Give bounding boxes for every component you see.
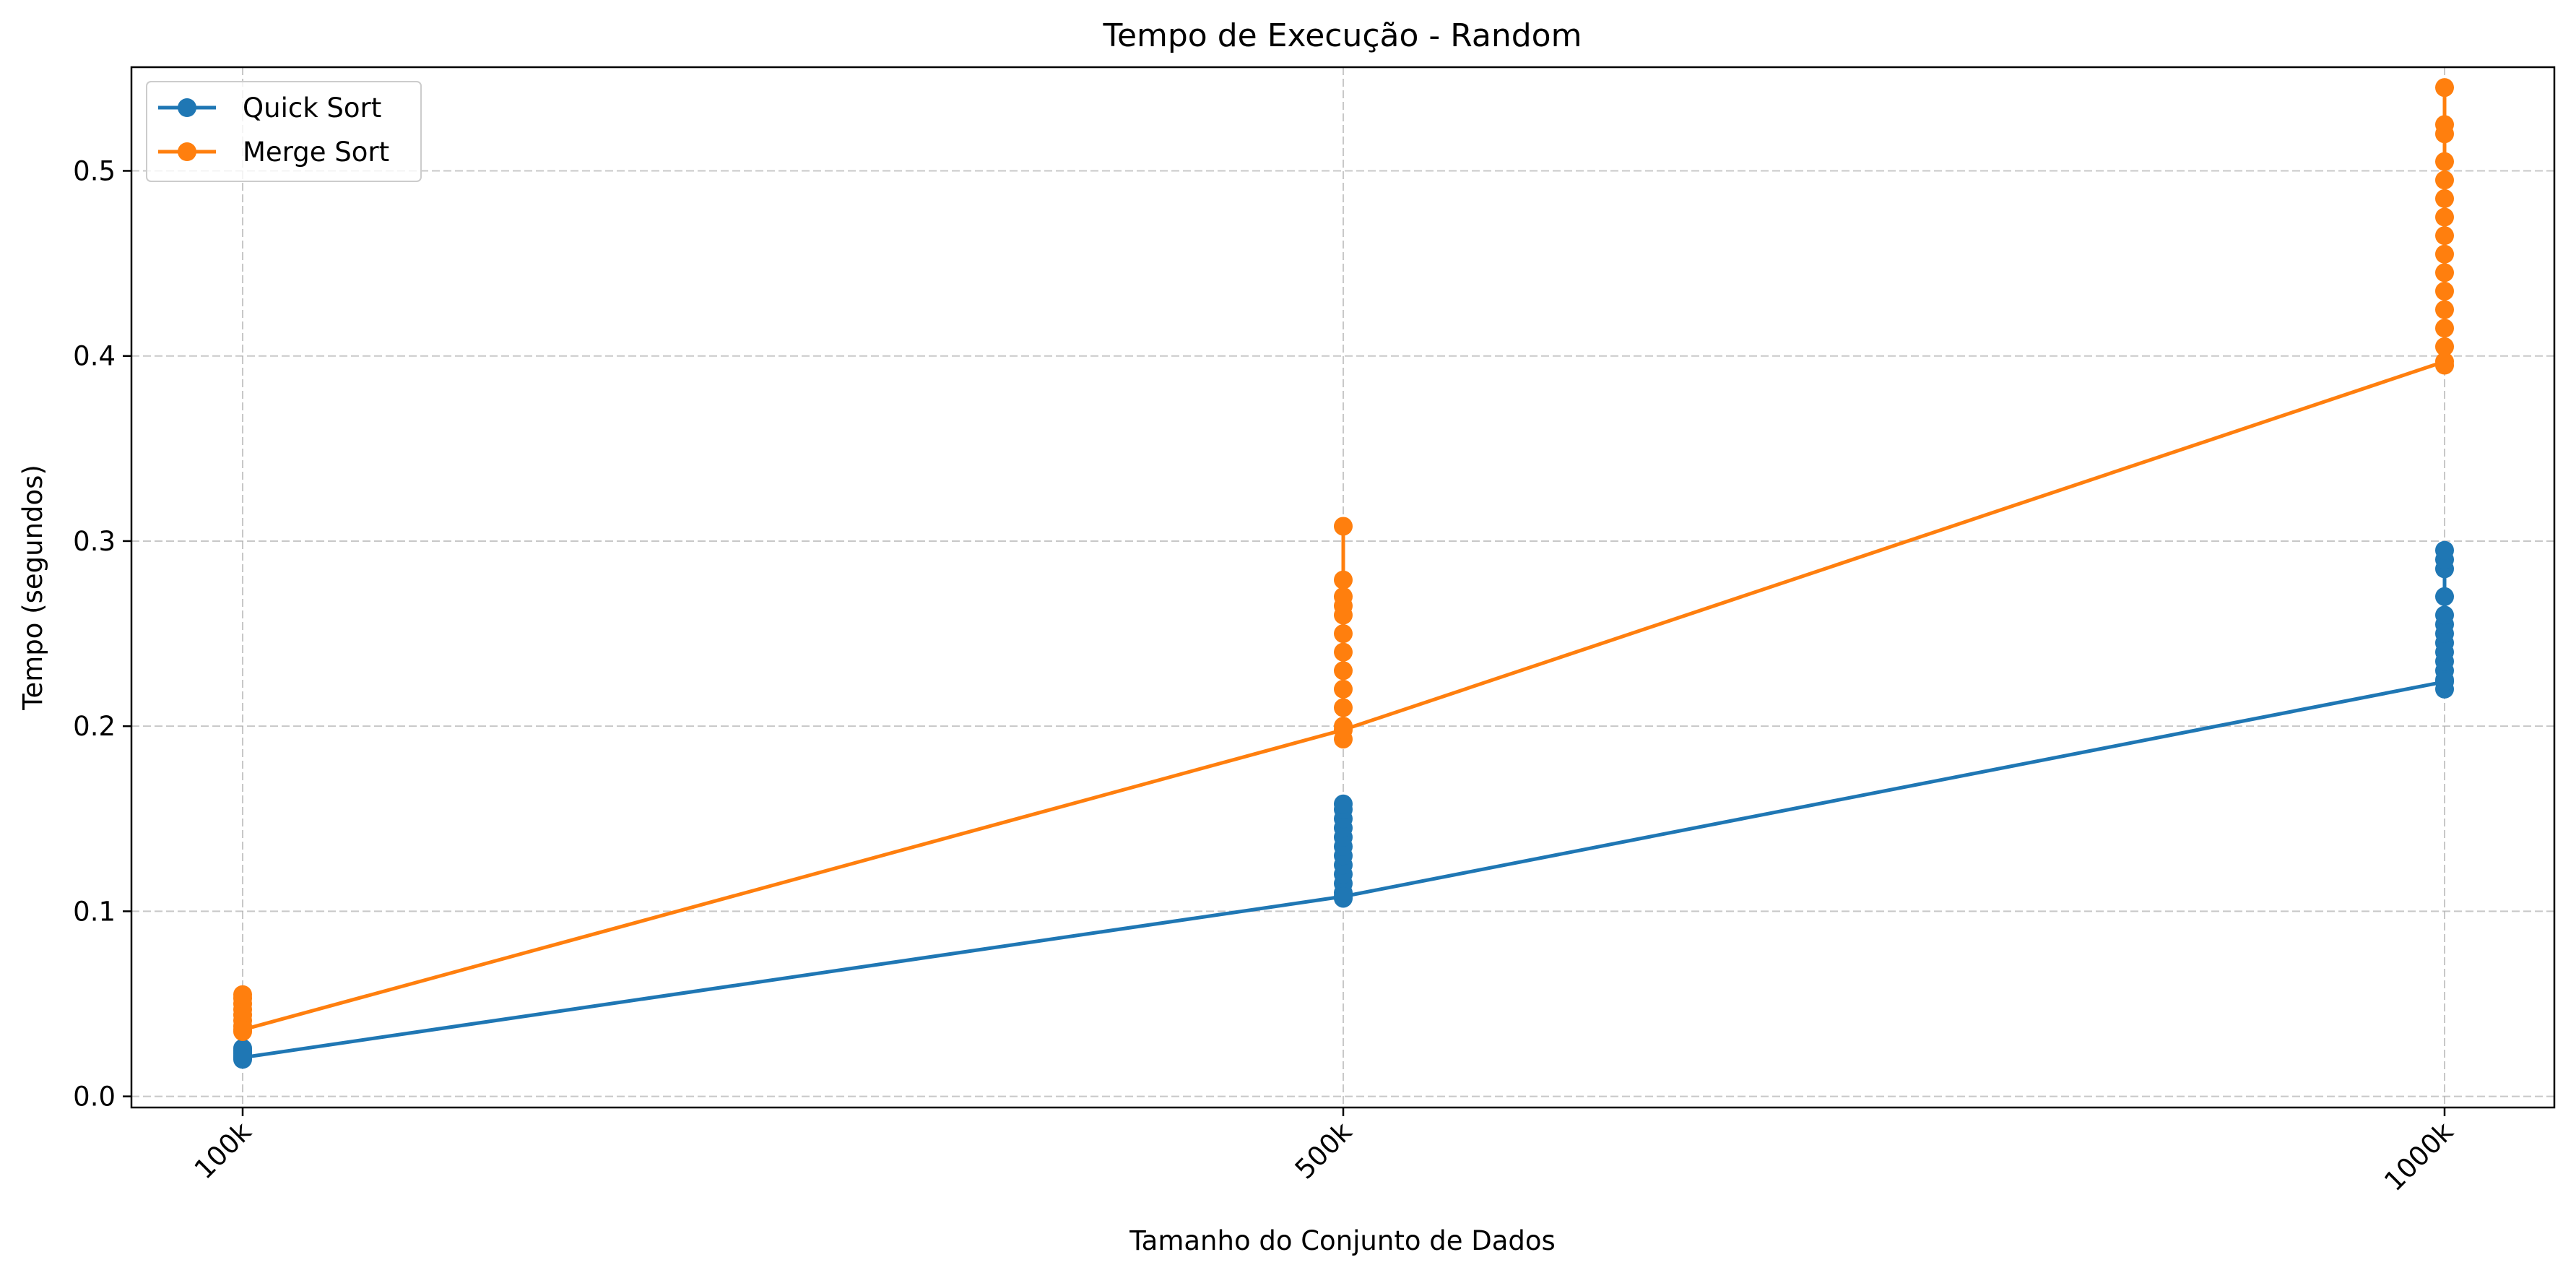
- legend: Quick Sort Merge Sort: [146, 81, 422, 182]
- data-point: [2435, 540, 2454, 560]
- data-point: [2435, 189, 2454, 208]
- data-point: [2435, 78, 2454, 98]
- legend-item-quick-sort: Quick Sort: [158, 92, 381, 124]
- data-point: [2435, 337, 2454, 356]
- y-tick-label: 0.1: [73, 896, 116, 927]
- data-point-main: [1334, 720, 1353, 740]
- data-point-main: [233, 1048, 252, 1067]
- data-point: [2435, 605, 2454, 625]
- data-point-main: [2435, 352, 2454, 371]
- y-tick-label: 0.2: [73, 711, 116, 742]
- y-tick-label: 0.0: [73, 1081, 116, 1113]
- series-quick-sort: [233, 540, 2454, 1069]
- y-tick-label: 0.4: [73, 341, 116, 372]
- data-point: [2435, 207, 2454, 227]
- y-tick-label: 0.5: [73, 155, 116, 186]
- chart-title: Tempo de Execução - Random: [1103, 17, 1582, 54]
- data-point: [1334, 517, 1353, 536]
- data-point: [1334, 679, 1353, 699]
- data-point: [2435, 226, 2454, 246]
- series-merge-sort: [233, 78, 2454, 1041]
- data-point: [2435, 115, 2454, 134]
- data-point: [233, 985, 252, 1004]
- legend-item-merge-sort: Merge Sort: [158, 137, 389, 168]
- data-point: [1334, 794, 1353, 813]
- data-point: [1334, 661, 1353, 681]
- legend-label-quick-sort: Quick Sort: [243, 92, 381, 124]
- data-point: [1334, 698, 1353, 717]
- data-point: [2435, 152, 2454, 171]
- data-point-main: [1334, 886, 1353, 906]
- data-point: [1334, 587, 1353, 606]
- y-axis-label: Tempo (segundos): [17, 465, 48, 711]
- data-point: [1334, 570, 1353, 590]
- data-point: [2435, 587, 2454, 606]
- data-point: [2435, 170, 2454, 190]
- data-point: [1334, 624, 1353, 644]
- data-point-main: [2435, 672, 2454, 691]
- y-axis: 0.0 0.1 0.2 0.3 0.4 0.5: [73, 155, 131, 1113]
- data-point: [2435, 319, 2454, 338]
- data-point: [2435, 263, 2454, 282]
- legend-marker-quick-sort: [178, 98, 196, 117]
- data-point-main: [233, 1020, 252, 1040]
- legend-label-merge-sort: Merge Sort: [243, 137, 389, 168]
- data-point: [2435, 300, 2454, 319]
- legend-marker-merge-sort: [178, 142, 196, 161]
- data-point: [1334, 642, 1353, 662]
- series: [233, 78, 2454, 1069]
- y-tick-label: 0.3: [73, 526, 116, 557]
- x-axis-label: Tamanho do Conjunto de Dados: [1129, 1225, 1556, 1256]
- data-point: [2435, 244, 2454, 264]
- data-point: [2435, 282, 2454, 301]
